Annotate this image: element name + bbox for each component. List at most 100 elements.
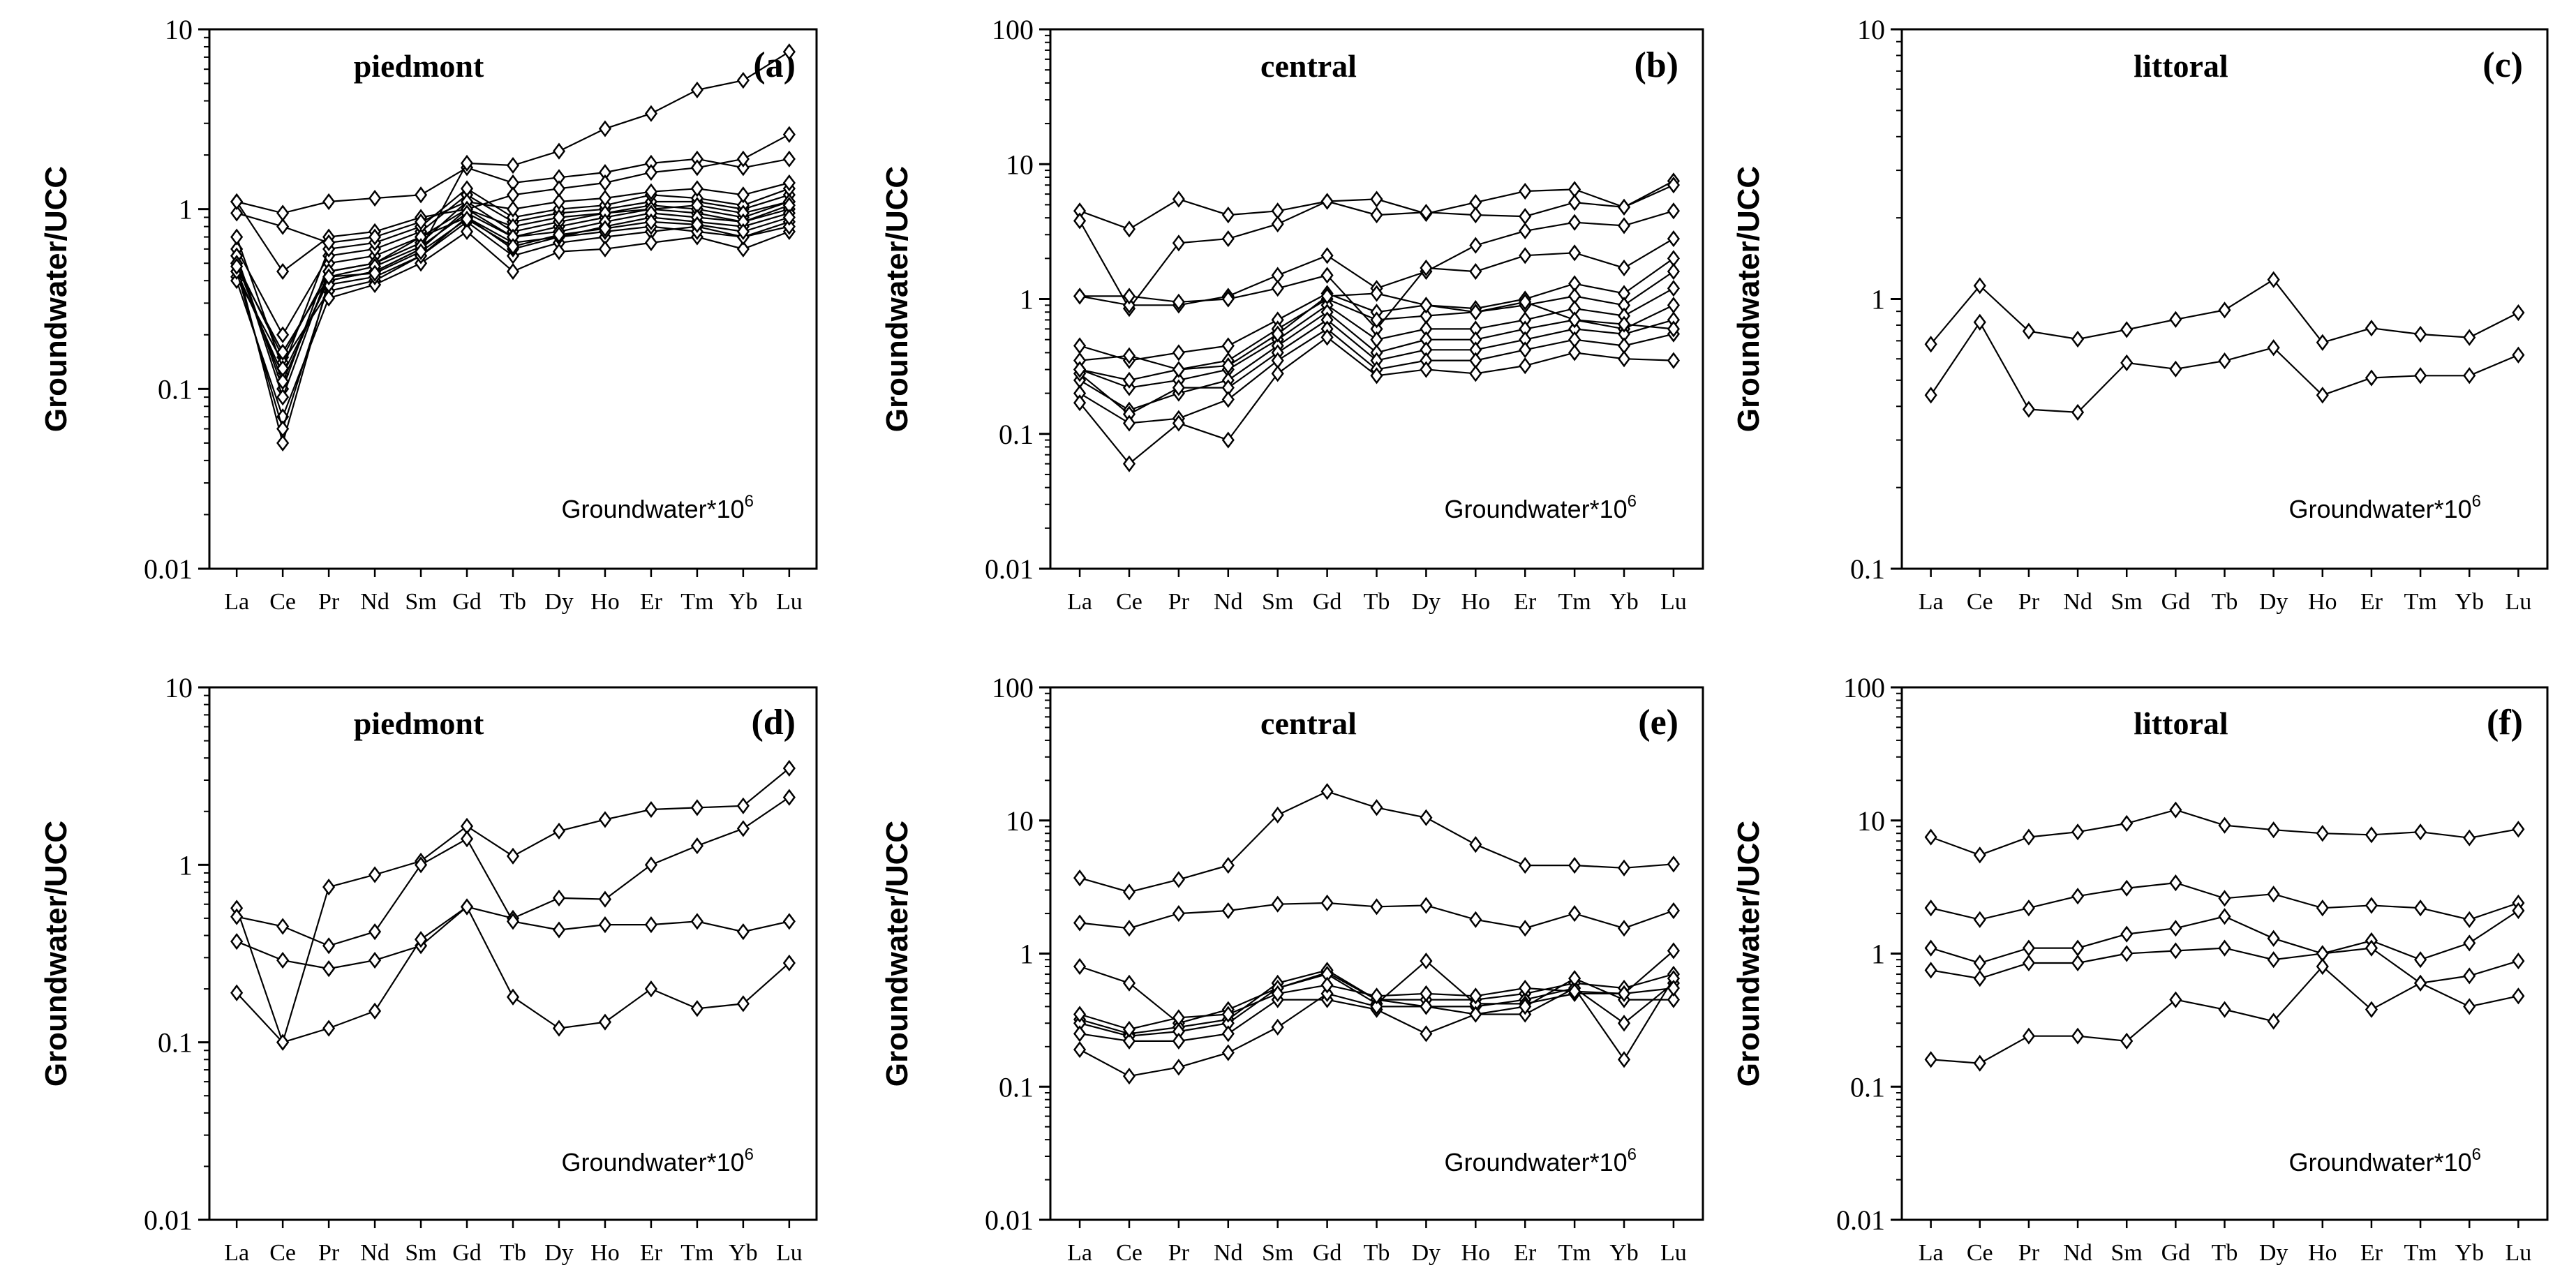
y-tick-label: 1: [179, 194, 193, 225]
x-tick-label: Tb: [2212, 1240, 2238, 1266]
data-point: [1469, 206, 1482, 224]
data-point: [276, 918, 290, 935]
data-point: [1370, 799, 1383, 816]
data-point: [1172, 871, 1185, 888]
data-point: [1320, 288, 1334, 305]
x-tick-label: Yb: [2455, 1240, 2484, 1266]
y-tick-label: 10: [1857, 805, 1885, 837]
chart-panel-c: 10 1 0.1 La Ce Pr Nd Sm Gd Tb Dy Ho Er Tm Yb Lu Groundwa…: [1732, 14, 2549, 615]
y-axis-label: Groundwater/UCC: [1732, 166, 1766, 432]
data-point: [2365, 369, 2378, 387]
data-point: [1973, 970, 1986, 987]
data-point: [1172, 415, 1185, 432]
data-point: [1271, 895, 1284, 913]
x-tick-label: Tb: [2212, 589, 2238, 615]
x-tick-label: Nd: [1214, 589, 1243, 615]
series-e6: [1073, 970, 1680, 1068]
panel-letter: (d): [751, 703, 796, 742]
scale-note-base: Groundwater*10: [1444, 1148, 1627, 1177]
data-point: [1469, 304, 1482, 321]
data-point: [1122, 1032, 1136, 1050]
data-point: [276, 1033, 290, 1051]
data-point: [2071, 939, 2085, 957]
data-point: [690, 159, 703, 177]
data-point: [2512, 987, 2525, 1005]
data-point: [2267, 339, 2280, 357]
x-tick-label: Ho: [1461, 1240, 1491, 1266]
data-point: [1073, 869, 1087, 887]
data-point: [2512, 821, 2525, 838]
panel-letter: (b): [1634, 45, 1678, 85]
x-tick-label: Pr: [2018, 589, 2040, 615]
data-point: [1073, 361, 1087, 378]
series-c1: [1924, 271, 2525, 353]
x-tick-label: Ho: [590, 589, 620, 615]
plot-frame: [1900, 686, 2549, 1221]
x-tick-label: La: [1067, 1240, 1092, 1266]
data-point: [736, 995, 750, 1013]
y-tick-label: 10: [1006, 805, 1034, 837]
panel-letter: (e): [1638, 703, 1678, 742]
data-point: [1420, 985, 1433, 1003]
data-point: [782, 150, 796, 167]
y-tick-label: 100: [992, 14, 1034, 45]
data-point: [552, 921, 566, 939]
data-point: [1320, 193, 1334, 210]
data-point: [1320, 985, 1334, 1003]
series-a5: [230, 223, 796, 426]
data-point: [506, 186, 520, 204]
data-point: [2463, 998, 2476, 1015]
data-point: [1617, 315, 1631, 333]
x-tick-label: Tb: [1364, 1240, 1390, 1266]
data-point: [2120, 879, 2134, 897]
data-point: [2218, 908, 2231, 925]
data-point: [1568, 214, 1581, 231]
data-point: [1221, 357, 1235, 375]
data-point: [2218, 352, 2231, 370]
data-point: [276, 373, 290, 390]
y-tick-label: 10: [165, 672, 193, 703]
series-d3: [230, 898, 796, 1051]
data-point: [736, 72, 750, 89]
data-point: [2316, 957, 2329, 976]
data-point: [2071, 1027, 2085, 1045]
data-point: [1271, 1018, 1284, 1036]
data-point: [736, 150, 750, 167]
data-point: [322, 960, 336, 978]
data-point: [782, 913, 796, 930]
data-point: [1519, 247, 1532, 264]
data-point: [230, 257, 244, 275]
data-point: [1973, 846, 1986, 864]
data-point: [782, 954, 796, 972]
y-tick-label: 100: [1843, 672, 1885, 703]
data-point: [2169, 920, 2182, 937]
data-point: [2022, 828, 2035, 846]
y-tick-label: 0.1: [999, 419, 1034, 450]
data-point: [2365, 320, 2378, 337]
data-point: [1370, 998, 1383, 1015]
x-tick-label: Er: [640, 1240, 663, 1266]
data-point: [1617, 198, 1631, 216]
data-point: [2169, 942, 2182, 960]
x-tick-label: La: [224, 1240, 249, 1266]
data-point: [1924, 336, 1937, 353]
scale-note: Groundwater*106: [1444, 492, 1637, 523]
series-f1: [1924, 801, 2525, 864]
data-point: [2414, 951, 2427, 969]
x-tick-label: Sm: [1262, 589, 1293, 615]
x-tick-label: Yb: [729, 589, 758, 615]
data-point: [1568, 904, 1581, 923]
data-point: [1073, 1025, 1087, 1043]
y-tick-label: 100: [992, 672, 1034, 703]
scale-note-exponent: 6: [2472, 1145, 2481, 1164]
x-tick-label: Yb: [729, 1240, 758, 1266]
data-point: [2022, 401, 2035, 418]
y-tick-label: 1: [179, 849, 193, 881]
x-tick-label: Nd: [1214, 1240, 1243, 1266]
data-point: [2071, 888, 2085, 905]
data-point: [1469, 237, 1482, 254]
x-tick-label: Pr: [1168, 1240, 1190, 1266]
data-point: [2218, 890, 2231, 907]
data-point: [2169, 991, 2182, 1008]
data-point: [322, 1020, 336, 1037]
